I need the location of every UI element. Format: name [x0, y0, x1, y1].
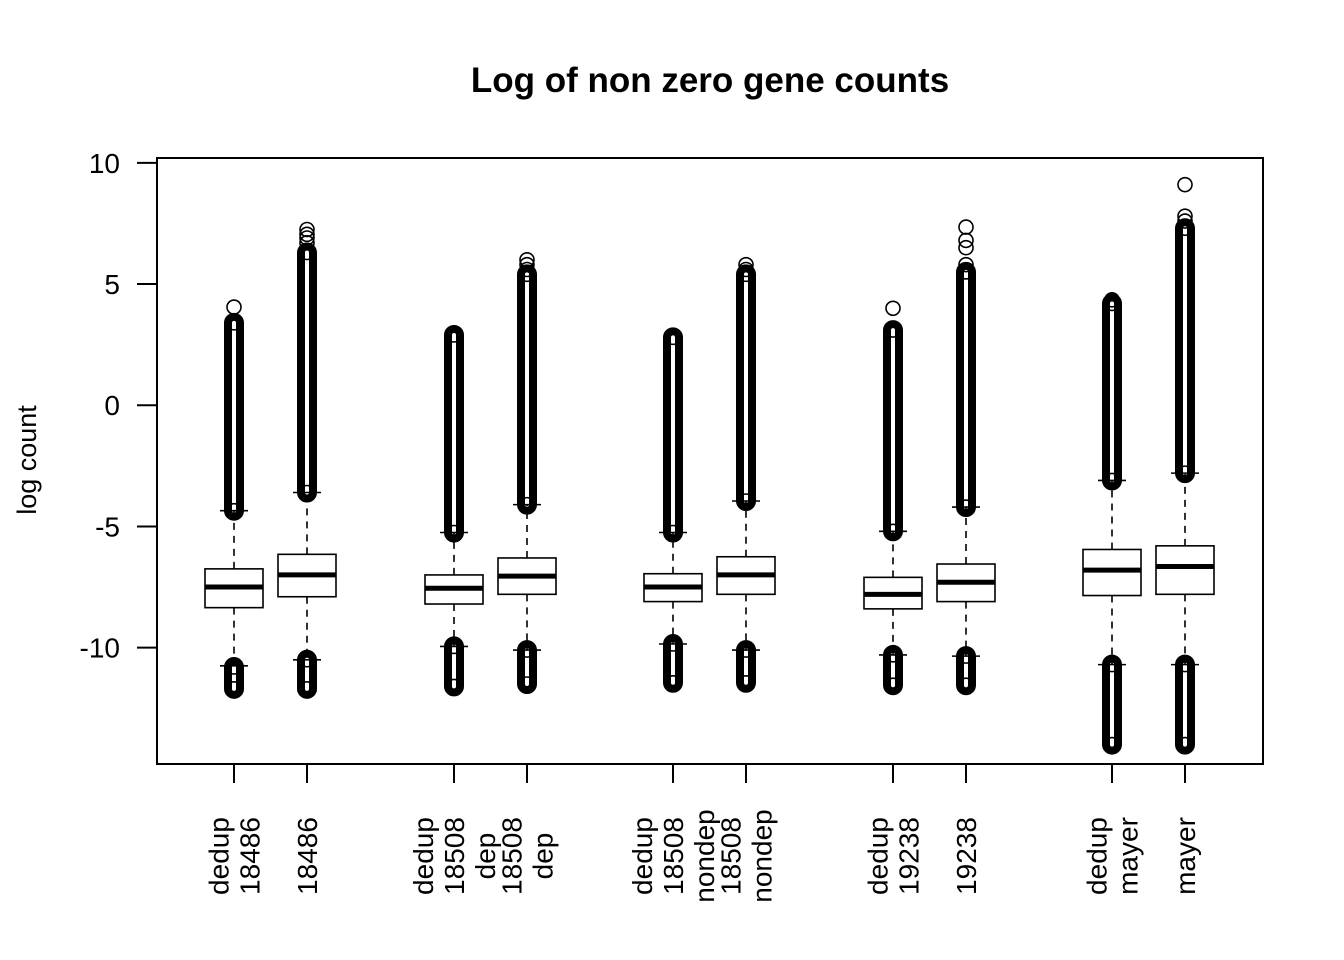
x-tick-label: 18508 [439, 817, 470, 895]
outlier-point [738, 261, 754, 278]
x-tick-label: 18486 [235, 817, 266, 895]
outlier-points [736, 640, 756, 693]
outlier-point [1104, 736, 1120, 753]
outlier-point [738, 674, 754, 691]
outlier-point [958, 264, 974, 280]
x-tick-label: dep [528, 833, 559, 880]
outlier-point [958, 239, 974, 256]
chart-title: Log of non zero gene counts [471, 61, 949, 100]
outlier-point [665, 329, 681, 346]
x-tick-label: dedup [408, 817, 439, 895]
outlier-point [665, 674, 681, 691]
outlier-points [736, 264, 756, 511]
y-tick-label: -10 [80, 633, 120, 664]
outlier-points [663, 327, 683, 543]
outlier-point [226, 315, 242, 331]
x-tick-label: dep [470, 833, 501, 880]
outlier-point [519, 252, 535, 268]
outlier-point [958, 256, 974, 273]
outlier-point [738, 266, 754, 283]
x-tick-label: 18508 [716, 817, 747, 895]
plot-frame [156, 157, 1264, 765]
outlier-point [738, 256, 754, 273]
outlier-points [1175, 654, 1195, 755]
outlier-point [519, 676, 535, 692]
box-series [204, 176, 1215, 755]
outlier-point [446, 678, 462, 695]
x-tick-label: dedup [1082, 817, 1113, 895]
outlier-points [517, 264, 537, 515]
outlier-points [444, 636, 464, 697]
outlier-point [519, 256, 535, 273]
outlier-point [1177, 736, 1193, 753]
outlier-point [1104, 295, 1120, 312]
outlier-points [444, 324, 464, 543]
box [1155, 545, 1215, 596]
x-tick-label: 18508 [497, 817, 528, 895]
x-tick-label: mayer [1170, 817, 1201, 895]
outlier-point [299, 221, 315, 238]
x-tick-label: nondep [747, 809, 778, 902]
outlier-points [297, 242, 317, 503]
outlier-point [1177, 213, 1193, 229]
y-axis: -10 -5 0 5 10 [80, 148, 158, 664]
outlier-point [1104, 292, 1120, 308]
y-tick-label: 0 [104, 390, 120, 421]
outlier-point [958, 677, 974, 694]
outlier-points [883, 320, 903, 542]
outlier-point [299, 226, 315, 243]
outlier-point [1177, 220, 1193, 237]
y-axis-label: log count [12, 405, 42, 515]
outlier-point [885, 322, 901, 338]
outlier-point [885, 677, 901, 694]
outlier-point [1177, 176, 1193, 193]
outlier-point [958, 219, 974, 235]
outlier-points [517, 640, 537, 695]
x-tick-label: 18486 [292, 817, 323, 895]
outlier-point [885, 300, 901, 317]
x-tick-label: nondep [689, 809, 720, 902]
outlier-points [1175, 218, 1195, 484]
outlier-point [226, 299, 242, 315]
outlier-point [226, 681, 242, 697]
y-tick-label: -5 [95, 511, 120, 542]
x-tick-label: 19238 [894, 817, 925, 895]
x-tick-label: mayer [1113, 817, 1144, 895]
outlier-point [299, 681, 315, 697]
outlier-point [1177, 208, 1193, 224]
x-tick-label: dedup [863, 817, 894, 895]
outlier-point [446, 327, 462, 343]
outlier-points [956, 646, 976, 696]
outlier-points [663, 634, 683, 693]
outlier-points [1102, 654, 1122, 755]
y-tick-label: 5 [104, 269, 120, 300]
outlier-point [299, 230, 315, 246]
outlier-points [224, 312, 244, 521]
outlier-point [519, 261, 535, 278]
y-tick-label: 10 [89, 148, 120, 179]
outlier-points [956, 261, 976, 518]
x-tick-label: dedup [627, 817, 658, 895]
x-tick-label: dedup [204, 817, 235, 895]
x-tick-label: 19238 [951, 817, 982, 895]
outlier-points [1102, 293, 1122, 491]
x-tick-label: 18508 [658, 817, 689, 895]
